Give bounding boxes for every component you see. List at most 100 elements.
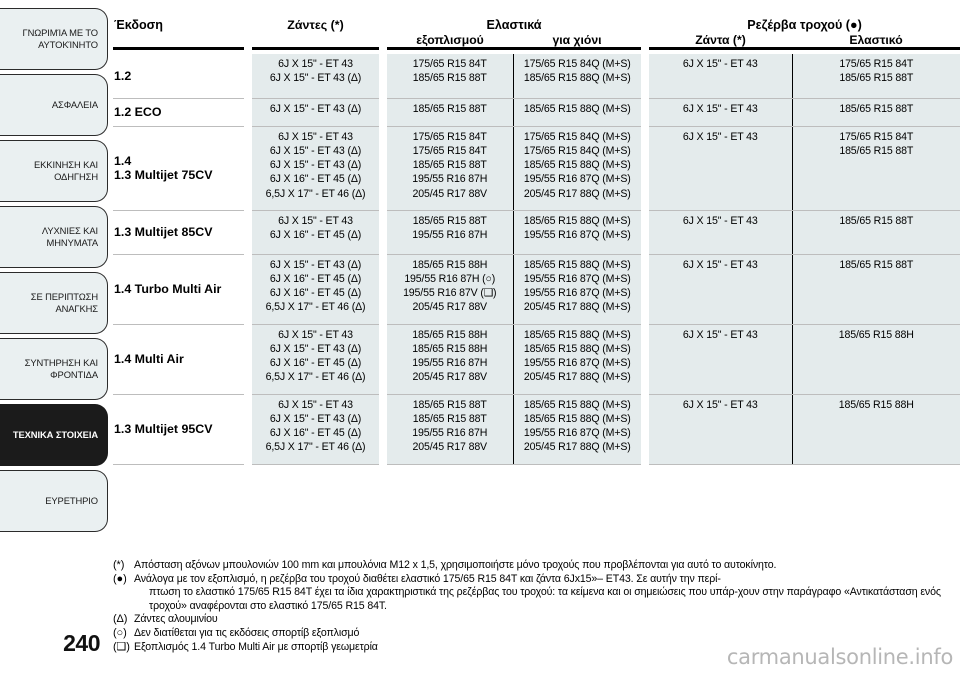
watermark: carmanualsonline.info bbox=[726, 645, 953, 669]
header-tyres-group: Ελαστικά bbox=[486, 18, 542, 32]
cell-version: 1.4 1.3 Multijet 75CV bbox=[113, 126, 244, 211]
cell-line: 6J X 16" - ET 45 (Δ) bbox=[269, 228, 362, 241]
sidebar-item-5[interactable]: ΣΥΝΤΗΡΗΣΗ ΚΑΙ ΦΡΟΝΤΙΔΑ bbox=[0, 338, 108, 400]
table-row: 1.3 Multijet 95CV 6J X 15" - ET 43 6J X 15… bbox=[113, 394, 960, 465]
sidebar-item-label: ΕΚΚΙΝΗΣΗ ΚΑΙ bbox=[34, 159, 98, 171]
column-separator-2 bbox=[379, 98, 387, 126]
column-separator-2 bbox=[379, 210, 387, 254]
cell-version: 1.3 Multijet 95CV bbox=[113, 394, 244, 465]
sidebar-item-6[interactable]: ΤΕΧΝΙΚΑ ΣΤΟΙΧΕΙΑ bbox=[0, 404, 108, 466]
cell-line: 1.3 Multijet 95CV bbox=[114, 421, 213, 436]
table-row: 1.2 ECO 6J X 15" - ET 43 (Δ) 185/65 R15 88… bbox=[113, 98, 960, 127]
cell-line: 195/55 R16 87H bbox=[412, 427, 488, 440]
column-separator-3 bbox=[641, 126, 649, 210]
column-separator-2 bbox=[379, 254, 387, 324]
cell-spare-rim: 6J X 15" - ET 43 bbox=[649, 98, 793, 127]
cell-spare-rim: 6J X 15" - ET 43 bbox=[649, 210, 793, 255]
cell-line: 185/65 R15 88T bbox=[412, 398, 487, 411]
cell-line: 195/55 R16 87Q (M+S) bbox=[523, 427, 631, 440]
cell-line: 205/45 R17 88V bbox=[412, 441, 488, 454]
footnote-text: Ζάντες αλουμινίου bbox=[134, 613, 218, 626]
cell-line: 6J X 15" - ET 43 bbox=[278, 130, 353, 143]
cell-line: 185/65 R15 88T bbox=[412, 214, 487, 227]
cell-spare-tyre: 185/65 R15 88H bbox=[791, 394, 960, 465]
sidebar-item-label-line2: ΜΗΝΥΜΑΤΑ bbox=[46, 237, 99, 248]
cell-tyres-equipment: 185/65 R15 88H 195/55 R16 87H (○) 195/55 R… bbox=[387, 254, 513, 325]
cell-line: 175/65 R15 84T bbox=[839, 130, 914, 143]
cell-line: 175/65 R15 84T bbox=[412, 144, 487, 157]
cell-rims: 6J X 15" - ET 43 (Δ) bbox=[252, 98, 379, 127]
cell-line: 185/65 R15 88Q (M+S) bbox=[523, 398, 631, 411]
sidebar-item-label: ΕΥΡΕΤΗΡΙΟ bbox=[45, 495, 98, 507]
sidebar-item-0[interactable]: ΓΝΩΡΙΜΊΑ ΜΕ ΤΟ ΑΥΤΟΚΊΝΗΤΟ bbox=[0, 8, 108, 70]
cell-line: 185/65 R15 88T bbox=[839, 144, 914, 157]
cell-line: 195/55 R16 87Q (M+S) bbox=[523, 357, 631, 370]
column-separator-3 bbox=[641, 394, 649, 464]
footnote-text: Ανάλογα με τον εξοπλισμό, η ρεζέρβα του … bbox=[134, 573, 960, 614]
cell-line: 6,5J X 17" - ET 46 (Δ) bbox=[265, 301, 366, 314]
cell-spare-tyre: 185/65 R15 88T bbox=[791, 98, 960, 127]
cell-tyres-equipment: 185/65 R15 88T bbox=[387, 98, 513, 127]
sidebar-item-3[interactable]: ΛΥΧΝΙΕΣ ΚΑΙ ΜΗΝΥΜΑΤΑ bbox=[0, 206, 108, 268]
column-separator-3 bbox=[641, 324, 649, 394]
cell-tyres-snow: 175/65 R15 84Q (M+S) 185/65 R15 88Q (M+S) bbox=[512, 54, 642, 99]
cell-line: 205/45 R17 88V bbox=[412, 301, 488, 314]
sidebar-item-7[interactable]: ΕΥΡΕΤΗΡΙΟ bbox=[0, 470, 108, 532]
cell-line: 6J X 15" - ET 43 bbox=[278, 328, 353, 341]
cell-line: 185/65 R15 88Q (M+S) bbox=[523, 214, 631, 227]
cell-line: 6J X 15" - ET 43 bbox=[682, 58, 758, 70]
cell-line: 6J X 15" - ET 43 bbox=[278, 58, 353, 70]
column-separator-2 bbox=[379, 394, 387, 464]
cell-tyres-snow: 185/65 R15 88Q (M+S) 195/55 R16 87Q (M+S) bbox=[512, 210, 642, 255]
table-row: 1.4 Multi Air 6J X 15" - ET 43 6J X 15" - … bbox=[113, 324, 960, 395]
cell-line: 6J X 15" - ET 43 bbox=[682, 258, 758, 271]
cell-line: 185/65 R15 88H bbox=[838, 398, 914, 411]
cell-line: 1.4 Turbo Multi Air bbox=[114, 281, 222, 296]
footnote-marker: (*) bbox=[113, 559, 125, 571]
cell-line: 6J X 15" - ET 43 (Δ) bbox=[269, 412, 362, 425]
cell-line: 6J X 15" - ET 43 (Δ) bbox=[269, 102, 362, 115]
cell-line: 205/45 R17 88Q (M+S) bbox=[523, 371, 631, 384]
sidebar-item-1[interactable]: ΑΣΦΑΛΕΙΑ bbox=[0, 74, 108, 136]
cell-line: 175/65 R15 84Q (M+S) bbox=[523, 58, 631, 70]
cell-line: 185/65 R15 88Q (M+S) bbox=[523, 328, 631, 341]
cell-line: 6,5J X 17" - ET 46 (Δ) bbox=[265, 187, 366, 200]
page-number: 240 bbox=[63, 630, 100, 656]
cell-spare-tyre: 175/65 R15 84T 185/65 R15 88T bbox=[791, 126, 960, 211]
cell-line: 205/45 R17 88Q (M+S) bbox=[523, 441, 631, 454]
column-separator-3 bbox=[641, 54, 649, 98]
cell-line: 185/65 R15 88T bbox=[412, 102, 487, 115]
cell-line: 6J X 15" - ET 43 (Δ) bbox=[269, 258, 362, 271]
footnote-continuation: πτωση το ελαστικό 175/65 R15 84T έχει τα… bbox=[149, 586, 941, 612]
sidebar-item-2[interactable]: ΕΚΚΙΝΗΣΗ ΚΑΙ ΟΔΗΓΗΣΗ bbox=[0, 140, 108, 202]
footnote-marker: (Δ) bbox=[113, 613, 128, 626]
cell-version: 1.4 Turbo Multi Air bbox=[113, 254, 244, 325]
cell-rims: 6J X 15" - ET 43 6J X 15" - ET 43 (Δ) bbox=[252, 54, 379, 99]
header-rule-5 bbox=[649, 47, 793, 54]
cell-line: 185/65 R15 88T bbox=[839, 72, 914, 85]
header-rule-2 bbox=[252, 47, 379, 54]
column-separator-2 bbox=[379, 324, 387, 394]
cell-line: 185/65 R15 88H bbox=[412, 328, 488, 341]
cell-line: 205/45 R17 88V bbox=[412, 187, 488, 200]
cell-spare-tyre: 185/65 R15 88T bbox=[791, 254, 960, 325]
cell-line: 6J X 15" - ET 43 bbox=[278, 214, 353, 227]
cell-line: 195/55 R16 87Q (M+S) bbox=[523, 173, 631, 186]
sidebar-item-label: ΣΥΝΤΗΡΗΣΗ ΚΑΙ bbox=[24, 357, 98, 369]
cell-line: 6J X 16" - ET 45 (Δ) bbox=[269, 173, 362, 186]
sidebar-item-label: ΣΕ ΠΕΡΙΠΤΩΣΗ bbox=[30, 291, 98, 303]
cell-rims: 6J X 15" - ET 43 (Δ) 6J X 16" - ET 45 (Δ)… bbox=[252, 254, 379, 325]
footnote-3: (○) Δεν διατίθεται για τις εκδόσεις σπορτ… bbox=[113, 627, 960, 641]
footnote-marker: (❑) bbox=[113, 640, 130, 653]
cell-spare-rim: 6J X 15" - ET 43 bbox=[649, 54, 793, 99]
sidebar-item-4[interactable]: ΣΕ ΠΕΡΙΠΤΩΣΗ ΑΝΑΓΚΗΣ bbox=[0, 272, 108, 334]
cell-tyres-equipment: 175/65 R15 84T 175/65 R15 84T 185/65 R15 8… bbox=[387, 126, 513, 211]
cell-line: 1.2 ECO bbox=[114, 104, 162, 119]
column-separator-1 bbox=[244, 126, 252, 210]
cell-line: 185/65 R15 88H bbox=[838, 328, 914, 341]
sidebar-item-label: ΤΕΧΝΙΚΑ ΣΤΟΙΧΕΙΑ bbox=[12, 429, 98, 441]
header-rule-6 bbox=[792, 47, 960, 54]
cell-tyres-snow: 185/65 R15 88Q (M+S) bbox=[512, 98, 642, 127]
cell-line: 185/65 R15 88Q (M+S) bbox=[523, 412, 631, 425]
cell-line: 6J X 15" - ET 43 (Δ) bbox=[269, 72, 362, 85]
